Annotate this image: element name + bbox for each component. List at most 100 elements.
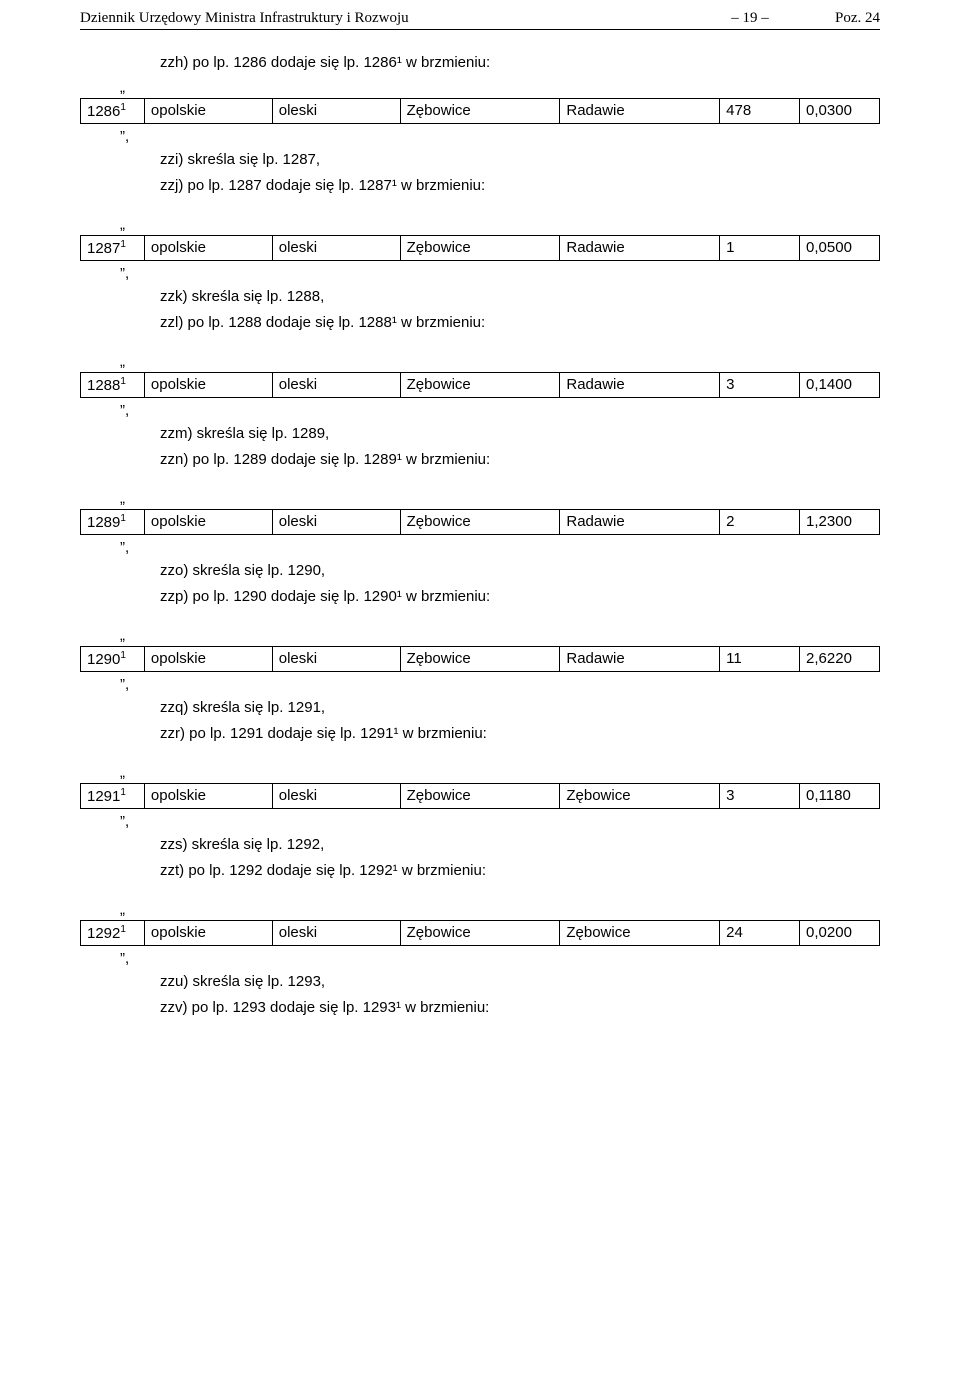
section-1: „ 12871 opolskie oleski Zębowice Radawie… xyxy=(80,216,880,335)
cell: oleski xyxy=(272,646,400,671)
line: zzq) skreśla się lp. 1291, xyxy=(160,697,880,720)
line: zzo) skreśla się lp. 1290, xyxy=(160,560,880,583)
cell: 2,6220 xyxy=(800,646,880,671)
cell: Radawie xyxy=(560,372,720,397)
cell: 3 xyxy=(720,372,800,397)
table-row: 12881 opolskie oleski Zębowice Radawie 3… xyxy=(81,372,880,397)
table: 12911 opolskie oleski Zębowice Zębowice … xyxy=(80,783,880,809)
line: zzs) skreśla się lp. 1292, xyxy=(160,834,880,857)
cell: 0,0300 xyxy=(800,98,880,123)
section-6: „ 12921 opolskie oleski Zębowice Zębowic… xyxy=(80,901,880,1020)
table-row: 12901 opolskie oleski Zębowice Radawie 1… xyxy=(81,646,880,671)
line: zzu) skreśla się lp. 1293, xyxy=(160,971,880,994)
table: 12891 opolskie oleski Zębowice Radawie 2… xyxy=(80,509,880,535)
quote-open: „ xyxy=(120,490,880,507)
cell: 11 xyxy=(720,646,800,671)
cell-lp: 12901 xyxy=(81,646,145,671)
table: 12871 opolskie oleski Zębowice Radawie 1… xyxy=(80,235,880,261)
cell: oleski xyxy=(272,372,400,397)
cell: 24 xyxy=(720,920,800,945)
line: zzl) po lp. 1288 dodaje się lp. 1288¹ w … xyxy=(160,312,880,335)
cell: Zębowice xyxy=(400,98,560,123)
quote-open: „ xyxy=(120,79,880,96)
cell: 478 xyxy=(720,98,800,123)
page: Dziennik Urzędowy Ministra Infrastruktur… xyxy=(0,0,960,1385)
cell: Radawie xyxy=(560,646,720,671)
quote-open: „ xyxy=(120,764,880,781)
cell: Zębowice xyxy=(400,646,560,671)
cell: 0,1180 xyxy=(800,783,880,808)
cell: Zębowice xyxy=(400,372,560,397)
quote-open: „ xyxy=(120,901,880,918)
cell: 0,0200 xyxy=(800,920,880,945)
cell: Radawie xyxy=(560,509,720,534)
line: zzr) po lp. 1291 dodaje się lp. 1291¹ w … xyxy=(160,723,880,746)
cell: opolskie xyxy=(144,509,272,534)
cell: Zębowice xyxy=(400,235,560,260)
line: zzv) po lp. 1293 dodaje się lp. 1293¹ w … xyxy=(160,997,880,1020)
cell: Zębowice xyxy=(400,509,560,534)
cell-lp: 12911 xyxy=(81,783,145,808)
section-4: „ 12901 opolskie oleski Zębowice Radawie… xyxy=(80,627,880,746)
cell: opolskie xyxy=(144,98,272,123)
table: 12921 opolskie oleski Zębowice Zębowice … xyxy=(80,920,880,946)
cell: opolskie xyxy=(144,372,272,397)
line: zzi) skreśla się lp. 1287, xyxy=(160,149,880,172)
quote-close: ”, xyxy=(120,813,880,830)
cell: opolskie xyxy=(144,783,272,808)
cell: 1,2300 xyxy=(800,509,880,534)
quote-close: ”, xyxy=(120,950,880,967)
cell: opolskie xyxy=(144,235,272,260)
cell: Zębowice xyxy=(560,920,720,945)
quote-close: ”, xyxy=(120,265,880,282)
line: zzn) po lp. 1289 dodaje się lp. 1289¹ w … xyxy=(160,449,880,472)
table-row: 12871 opolskie oleski Zębowice Radawie 1… xyxy=(81,235,880,260)
table-row: 12861 opolskie oleski Zębowice Radawie 4… xyxy=(81,98,880,123)
cell: 3 xyxy=(720,783,800,808)
quote-open: „ xyxy=(120,216,880,233)
cell: oleski xyxy=(272,98,400,123)
cell: opolskie xyxy=(144,646,272,671)
cell: Radawie xyxy=(560,98,720,123)
cell: Zębowice xyxy=(560,783,720,808)
cell: Radawie xyxy=(560,235,720,260)
line: zzt) po lp. 1292 dodaje się lp. 1292¹ w … xyxy=(160,860,880,883)
header-page-number: – 19 – xyxy=(720,10,780,27)
quote-close: ”, xyxy=(120,402,880,419)
cell: oleski xyxy=(272,235,400,260)
section-0: zzh) po lp. 1286 dodaje się lp. 1286¹ w … xyxy=(80,52,880,198)
section-5: „ 12911 opolskie oleski Zębowice Zębowic… xyxy=(80,764,880,883)
cell-lp: 12921 xyxy=(81,920,145,945)
cell: 2 xyxy=(720,509,800,534)
table: 12881 opolskie oleski Zębowice Radawie 3… xyxy=(80,372,880,398)
cell: 1 xyxy=(720,235,800,260)
table-row: 12921 opolskie oleski Zębowice Zębowice … xyxy=(81,920,880,945)
table: 12901 opolskie oleski Zębowice Radawie 1… xyxy=(80,646,880,672)
line: zzm) skreśla się lp. 1289, xyxy=(160,423,880,446)
line: zzp) po lp. 1290 dodaje się lp. 1290¹ w … xyxy=(160,586,880,609)
table: 12861 opolskie oleski Zębowice Radawie 4… xyxy=(80,98,880,124)
quote-open: „ xyxy=(120,627,880,644)
cell-lp: 12881 xyxy=(81,372,145,397)
quote-open: „ xyxy=(120,353,880,370)
section-2: „ 12881 opolskie oleski Zębowice Radawie… xyxy=(80,353,880,472)
line: zzk) skreśla się lp. 1288, xyxy=(160,286,880,309)
cell: 0,0500 xyxy=(800,235,880,260)
cell: Zębowice xyxy=(400,920,560,945)
line: zzh) po lp. 1286 dodaje się lp. 1286¹ w … xyxy=(160,52,880,75)
cell: 0,1400 xyxy=(800,372,880,397)
section-3: „ 12891 opolskie oleski Zębowice Radawie… xyxy=(80,490,880,609)
page-header: Dziennik Urzędowy Ministra Infrastruktur… xyxy=(80,10,880,30)
cell: Zębowice xyxy=(400,783,560,808)
cell: oleski xyxy=(272,509,400,534)
cell-lp: 12861 xyxy=(81,98,145,123)
table-row: 12911 opolskie oleski Zębowice Zębowice … xyxy=(81,783,880,808)
header-right: Poz. 24 xyxy=(780,10,880,27)
cell-lp: 12871 xyxy=(81,235,145,260)
table-row: 12891 opolskie oleski Zębowice Radawie 2… xyxy=(81,509,880,534)
quote-close: ”, xyxy=(120,539,880,556)
header-left: Dziennik Urzędowy Ministra Infrastruktur… xyxy=(80,10,720,27)
line: zzj) po lp. 1287 dodaje się lp. 1287¹ w … xyxy=(160,175,880,198)
quote-close: ”, xyxy=(120,128,880,145)
cell-lp: 12891 xyxy=(81,509,145,534)
